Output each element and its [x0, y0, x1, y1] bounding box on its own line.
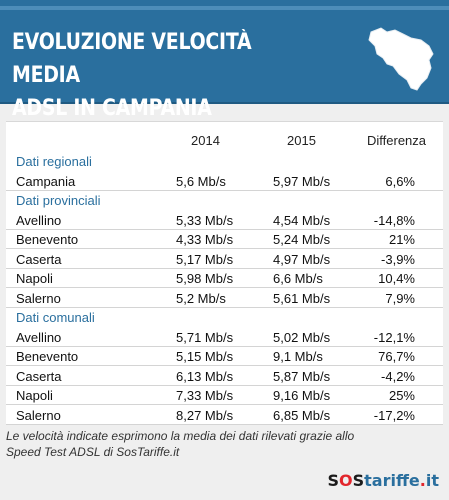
- cell-2014: 7,33 Mb/s: [176, 388, 234, 403]
- section-row: Dati provinciali: [6, 190, 443, 209]
- cell-2015: 5,02 Mb/s: [273, 329, 331, 345]
- title-line-1: EVOLUZIONE VELOCITÀ MEDIA: [12, 30, 252, 88]
- table-row: Benevento 5,15 Mb/s 9,1 Mb/s 76,7%: [6, 346, 443, 366]
- header-stripe: [0, 6, 449, 10]
- cell-2014: 5,17 Mb/s: [176, 251, 234, 267]
- cell-differenza: 21%: [388, 232, 415, 247]
- footnote-line-2: Speed Test ADSL di SosTariffe.it: [6, 445, 180, 459]
- cell-2014: 6,13 Mb/s: [176, 368, 234, 384]
- cell-2015: 5,24 Mb/s: [273, 232, 331, 247]
- cell-2015: 5,97 Mb/s: [273, 173, 331, 189]
- cell-differenza: 6,6%: [385, 173, 415, 189]
- row-name: Caserta: [16, 368, 62, 384]
- cell-2014: 4,33 Mb/s: [176, 232, 234, 247]
- section-label: Dati comunali: [16, 310, 95, 325]
- campania-map-icon: [368, 27, 434, 91]
- footnote: Le velocità indicate esprimono la media …: [6, 428, 436, 460]
- row-name: Napoli: [16, 388, 53, 403]
- row-name: Salerno: [16, 290, 61, 306]
- table-row: Benevento 4,33 Mb/s 5,24 Mb/s 21%: [6, 229, 443, 249]
- table-row: Salerno 5,2 Mb/s 5,61 Mb/s 7,9%: [6, 288, 443, 308]
- table-row: Avellino 5,71 Mb/s 5,02 Mb/s -12,1%: [6, 327, 443, 347]
- table-row: Napoli 5,98 Mb/s 6,6 Mb/s 10,4%: [6, 268, 443, 288]
- row-name: Caserta: [16, 251, 62, 267]
- cell-2014: 5,98 Mb/s: [176, 271, 234, 286]
- section-label: Dati regionali: [16, 154, 92, 169]
- cell-differenza: -4,2%: [381, 368, 415, 384]
- cell-2014: 5,33 Mb/s: [176, 212, 234, 228]
- table-row: Napoli 7,33 Mb/s 9,16 Mb/s 25%: [6, 385, 443, 405]
- table-row: Campania 5,6 Mb/s 5,97 Mb/s 6,6%: [6, 171, 443, 191]
- row-name: Napoli: [16, 271, 53, 286]
- title-line-2: ADSL IN CAMPANIA: [12, 96, 212, 121]
- cell-2015: 6,85 Mb/s: [273, 407, 331, 423]
- cell-2015: 4,97 Mb/s: [273, 251, 331, 267]
- cell-differenza: 10,4%: [378, 271, 415, 286]
- table-row: Caserta 6,13 Mb/s 5,87 Mb/s -4,2%: [6, 366, 443, 386]
- row-name: Avellino: [16, 329, 62, 345]
- column-header-2014: 2014: [191, 133, 220, 148]
- cell-2014: 8,27 Mb/s: [176, 407, 234, 423]
- row-name: Salerno: [16, 407, 61, 423]
- table-row: Salerno 8,27 Mb/s 6,85 Mb/s -17,2%: [6, 405, 443, 425]
- section-row: Dati comunali: [6, 307, 443, 326]
- cell-differenza: -14,8%: [373, 212, 415, 228]
- cell-2015: 9,1 Mb/s: [273, 349, 323, 364]
- cell-differenza: -3,9%: [381, 251, 415, 267]
- row-name: Benevento: [16, 232, 79, 247]
- row-name: Campania: [16, 173, 76, 189]
- cell-differenza: 7,9%: [385, 290, 415, 306]
- cell-2015: 4,54 Mb/s: [273, 212, 331, 228]
- section-label: Dati provinciali: [16, 193, 101, 208]
- row-name: Benevento: [16, 349, 79, 364]
- page-title: EVOLUZIONE VELOCITÀ MEDIA ADSL IN CAMPAN…: [12, 26, 287, 125]
- cell-2014: 5,2 Mb/s: [176, 290, 226, 306]
- cell-differenza: 25%: [388, 388, 415, 403]
- table-row: Caserta 5,17 Mb/s 4,97 Mb/s -3,9%: [6, 249, 443, 269]
- table-row: Avellino 5,33 Mb/s 4,54 Mb/s -14,8%: [6, 210, 443, 230]
- cell-2014: 5,6 Mb/s: [176, 173, 226, 189]
- data-table: [6, 121, 443, 425]
- footnote-line-1: Le velocità indicate esprimono la media …: [6, 429, 355, 443]
- cell-2015: 9,16 Mb/s: [273, 388, 331, 403]
- cell-differenza: -12,1%: [373, 329, 415, 345]
- cell-differenza: -17,2%: [373, 407, 415, 423]
- cell-differenza: 76,7%: [378, 349, 415, 364]
- cell-2015: 5,87 Mb/s: [273, 368, 331, 384]
- cell-2015: 5,61 Mb/s: [273, 290, 331, 306]
- header-banner: EVOLUZIONE VELOCITÀ MEDIA ADSL IN CAMPAN…: [0, 0, 449, 121]
- section-row: Dati regionali: [6, 151, 443, 170]
- cell-2014: 5,71 Mb/s: [176, 329, 234, 345]
- column-header-2015: 2015: [287, 133, 316, 148]
- column-header-differenza: Differenza: [367, 133, 427, 148]
- cell-2015: 6,6 Mb/s: [273, 271, 323, 286]
- cell-2014: 5,15 Mb/s: [176, 349, 234, 364]
- row-name: Avellino: [16, 212, 62, 228]
